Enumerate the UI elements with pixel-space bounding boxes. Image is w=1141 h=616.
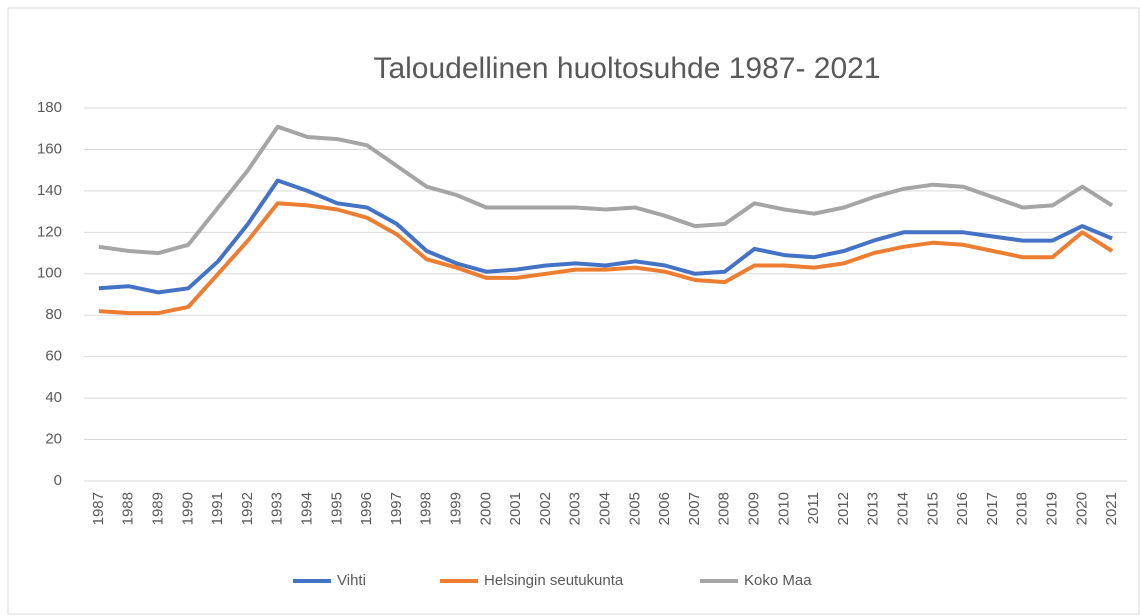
x-tick-label: 2009 bbox=[745, 492, 762, 525]
x-tick-label: 2015 bbox=[924, 492, 941, 525]
x-tick-label: 2002 bbox=[537, 492, 554, 525]
x-tick-label: 1992 bbox=[239, 492, 256, 525]
y-tick-label: 180 bbox=[37, 99, 62, 116]
y-tick-label: 20 bbox=[45, 431, 62, 448]
y-tick-label: 40 bbox=[45, 389, 62, 406]
x-tick-label: 1994 bbox=[298, 492, 315, 525]
legend-label: Koko Maa bbox=[744, 572, 812, 589]
chart-title: Taloudellinen huoltosuhde 1987- 2021 bbox=[373, 52, 880, 85]
x-tick-label: 2011 bbox=[805, 492, 822, 524]
x-tick-label: 2017 bbox=[984, 492, 1001, 525]
legend-label: Helsingin seutukunta bbox=[484, 572, 624, 589]
y-tick-label: 120 bbox=[37, 223, 62, 240]
x-tick-label: 2019 bbox=[1043, 492, 1060, 525]
x-tick-label: 1997 bbox=[388, 492, 405, 525]
x-tick-label: 1993 bbox=[269, 492, 286, 525]
y-tick-label: 0 bbox=[54, 472, 62, 489]
x-tick-label: 2007 bbox=[686, 492, 703, 525]
series-line bbox=[98, 124, 1114, 256]
x-tick-label: 2016 bbox=[954, 492, 971, 525]
x-tick-label: 1999 bbox=[447, 492, 464, 525]
x-tick-label: 2021 bbox=[1103, 492, 1120, 525]
chart-frame bbox=[7, 7, 1140, 615]
x-tick-label: 2004 bbox=[596, 492, 613, 525]
x-tick-label: 2000 bbox=[477, 492, 494, 525]
x-tick-label: 1989 bbox=[149, 492, 166, 525]
x-tick-label: 1987 bbox=[90, 492, 107, 525]
x-tick-label: 1995 bbox=[328, 492, 345, 525]
y-tick-label: 60 bbox=[45, 348, 62, 365]
y-tick-label: 80 bbox=[45, 306, 62, 323]
y-tick-label: 140 bbox=[37, 182, 62, 199]
y-tick-label: 100 bbox=[37, 265, 62, 282]
x-tick-label: 1991 bbox=[209, 492, 226, 525]
x-tick-label: 2006 bbox=[656, 492, 673, 525]
legend-label: Vihti bbox=[337, 572, 366, 589]
x-tick-label: 1996 bbox=[358, 492, 375, 525]
x-tick-label: 1990 bbox=[179, 492, 196, 525]
x-tick-label: 2001 bbox=[507, 492, 524, 525]
x-tick-label: 2010 bbox=[775, 492, 792, 525]
series-line bbox=[98, 201, 1114, 316]
x-tick-label: 2012 bbox=[835, 492, 852, 525]
x-tick-label: 2003 bbox=[567, 492, 584, 525]
x-tick-label: 2014 bbox=[894, 492, 911, 525]
x-tick-label: 1988 bbox=[120, 492, 137, 525]
x-tick-label: 2018 bbox=[1014, 492, 1031, 525]
x-tick-label: 2020 bbox=[1073, 492, 1090, 525]
x-tick-label: 2008 bbox=[716, 492, 733, 525]
x-tick-label: 2013 bbox=[865, 492, 882, 525]
y-tick-label: 160 bbox=[37, 140, 62, 157]
x-tick-label: 1998 bbox=[418, 492, 435, 525]
x-tick-label: 2005 bbox=[626, 492, 643, 525]
series-line bbox=[98, 178, 1113, 295]
